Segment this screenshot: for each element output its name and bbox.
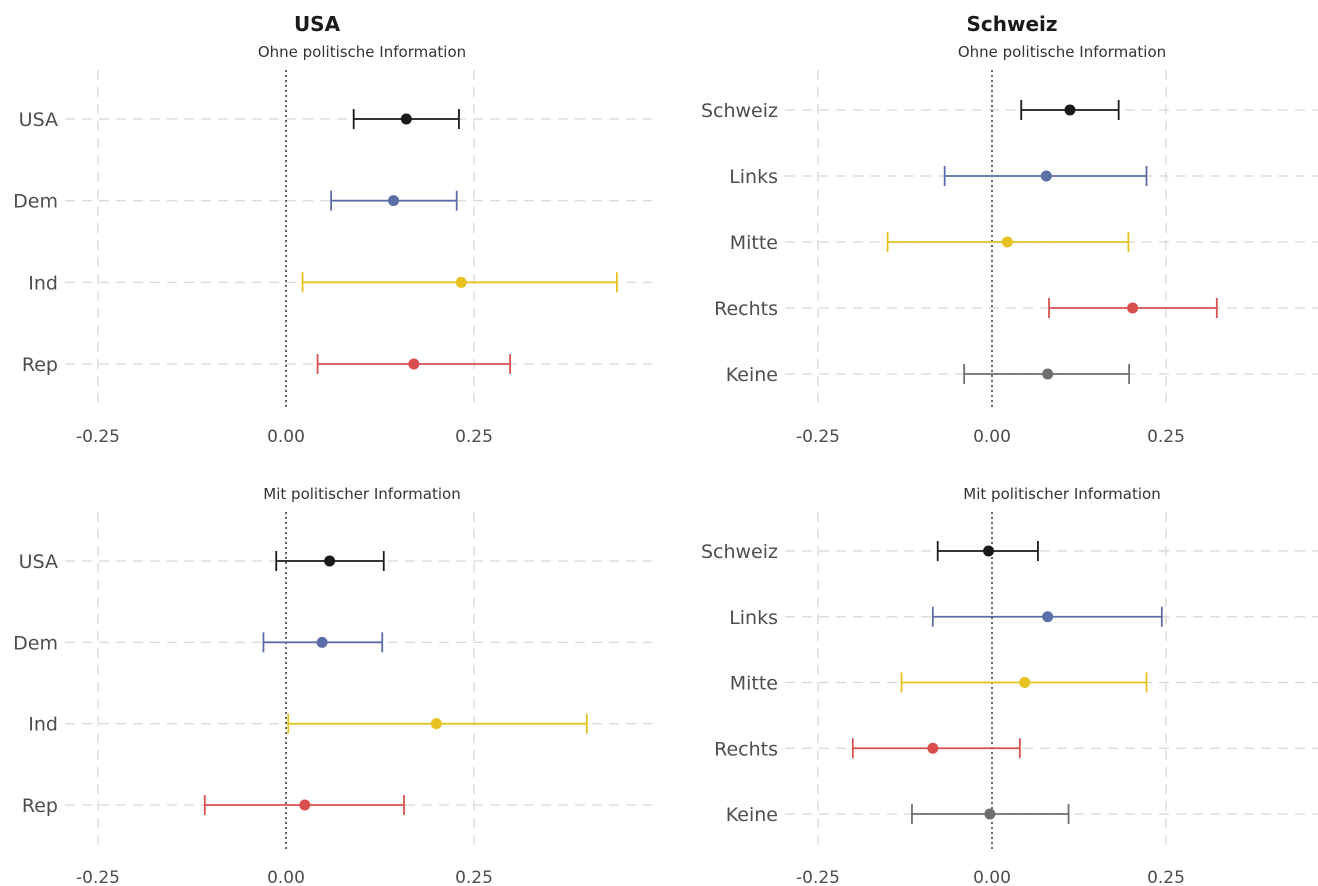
x-tick-label: -0.25 <box>796 427 840 447</box>
x-tick-label: 0.00 <box>267 868 305 886</box>
category-label: Rechts <box>714 738 778 760</box>
estimate-point <box>408 358 420 370</box>
x-tick-label: 0.00 <box>973 427 1011 447</box>
estimate-point <box>299 799 311 811</box>
estimate-point <box>927 742 939 754</box>
category-label: USA <box>19 551 58 573</box>
category-label: Mitte <box>730 673 778 695</box>
category-label: Ind <box>28 714 58 736</box>
panel-title: Mit politischer Information <box>963 485 1160 503</box>
estimate-point <box>1042 368 1054 380</box>
category-label: Rep <box>22 354 58 376</box>
estimate-point <box>1127 302 1139 314</box>
panel-schweiz-ohne-info: Ohne politische Information Schweiz Links… <box>701 43 1318 447</box>
panel-title: Mit politischer Information <box>263 485 460 503</box>
estimate-point <box>324 555 336 567</box>
estimate-point <box>1042 611 1054 623</box>
x-tick-label: 0.00 <box>973 868 1011 886</box>
x-tick-label: -0.25 <box>76 868 120 886</box>
estimate-point <box>430 718 442 730</box>
estimate-point <box>1064 104 1076 116</box>
category-label: Schweiz <box>701 541 778 563</box>
category-label: Schweiz <box>701 100 778 122</box>
panel-usa-mit-info: Mit politischer Information USA Dem Ind Rep… <box>13 485 652 886</box>
x-tick-label: 0.25 <box>455 868 493 886</box>
panel-usa-ohne-info: Ohne politische Information USA Dem Ind Rep… <box>13 43 652 447</box>
estimate-point <box>455 276 467 288</box>
category-label: Rep <box>22 795 58 817</box>
estimate-point <box>983 545 995 557</box>
category-label: Links <box>729 607 778 629</box>
x-tick-label: 0.25 <box>455 427 493 447</box>
x-tick-label: -0.25 <box>796 868 840 886</box>
category-label: Links <box>729 166 778 188</box>
estimate-point <box>984 808 996 820</box>
panel-title: Ohne politische Information <box>958 43 1166 61</box>
x-tick-label: -0.25 <box>76 427 120 447</box>
estimate-point <box>316 636 328 648</box>
category-label: USA <box>19 109 58 131</box>
category-label: Keine <box>726 364 778 386</box>
panel-schweiz-mit-info: Mit politischer Information Schweiz Links… <box>701 485 1318 886</box>
category-label: Dem <box>13 632 58 654</box>
category-label: Dem <box>13 191 58 213</box>
category-label: Keine <box>726 804 778 826</box>
estimate-point <box>388 195 400 207</box>
column-title-schweiz: Schweiz <box>966 12 1057 36</box>
category-label: Ind <box>28 272 58 294</box>
category-label: Rechts <box>714 298 778 320</box>
estimate-point <box>1001 236 1013 248</box>
column-title-usa: USA <box>294 12 341 36</box>
category-label: Mitte <box>730 232 778 254</box>
estimate-point <box>400 113 412 125</box>
estimate-point <box>1019 677 1031 688</box>
x-tick-label: 0.00 <box>267 427 305 447</box>
x-tick-label: 0.25 <box>1147 427 1185 447</box>
panel-title: Ohne politische Information <box>258 43 466 61</box>
x-tick-label: 0.25 <box>1147 868 1185 886</box>
estimate-point <box>1040 170 1052 182</box>
